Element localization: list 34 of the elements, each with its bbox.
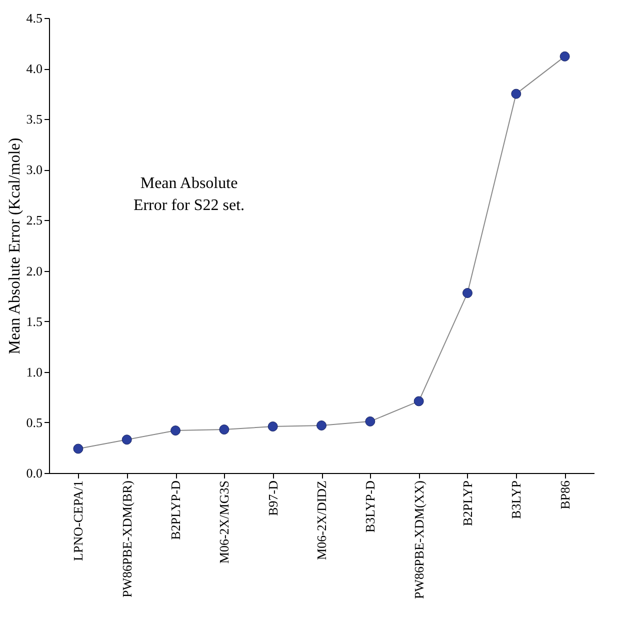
x-tick-label: M06-2X/MG3S: [216, 480, 232, 564]
point: [268, 422, 278, 432]
x-tick-label: BP86: [557, 480, 572, 510]
y-tick-label: 2.0: [26, 263, 42, 278]
y-tick-label: 1.5: [26, 314, 42, 329]
point: [511, 88, 522, 99]
x-tick-label: LPNO-CEPA/1: [70, 480, 86, 561]
x-tick-label: PW86PBE-XDM(XX): [411, 480, 426, 599]
x-tick-label: B2PLYP-D: [168, 480, 184, 540]
point: [560, 51, 570, 62]
point: [122, 434, 132, 445]
y-tick-label: 3.5: [26, 112, 42, 127]
point: [414, 396, 424, 406]
x-tick-label: M06-2X/DIDZ: [314, 480, 329, 560]
y-tick-label: 4.0: [26, 61, 42, 76]
point: [462, 288, 472, 298]
point: [316, 420, 326, 430]
y-tick-label: 2.5: [26, 212, 42, 228]
x-tick-label: B97-D: [265, 480, 280, 516]
x-tick-label: PW86PBE-XDM(BR): [119, 480, 134, 598]
y-tick-label: 0.5: [26, 414, 42, 430]
y-axis-title: Mean Absolute Error (Kcal/mole): [6, 138, 24, 354]
y-tick-label: 1.0: [26, 364, 42, 380]
point: [73, 444, 84, 454]
annotation: Mean Absolute Error for S22 set.: [133, 175, 245, 214]
x-tick-label: B3LYP-D: [362, 480, 378, 533]
y-tick-label: 4.5: [26, 10, 42, 26]
point: [170, 426, 181, 436]
point: [219, 424, 230, 435]
y-tick-label: 0.0: [26, 466, 42, 480]
y-tick-label: 3.0: [26, 162, 42, 178]
x-tick-label: B2PLYP: [460, 480, 475, 526]
x-tick-label: B3LYP: [508, 480, 524, 519]
point: [365, 416, 376, 426]
